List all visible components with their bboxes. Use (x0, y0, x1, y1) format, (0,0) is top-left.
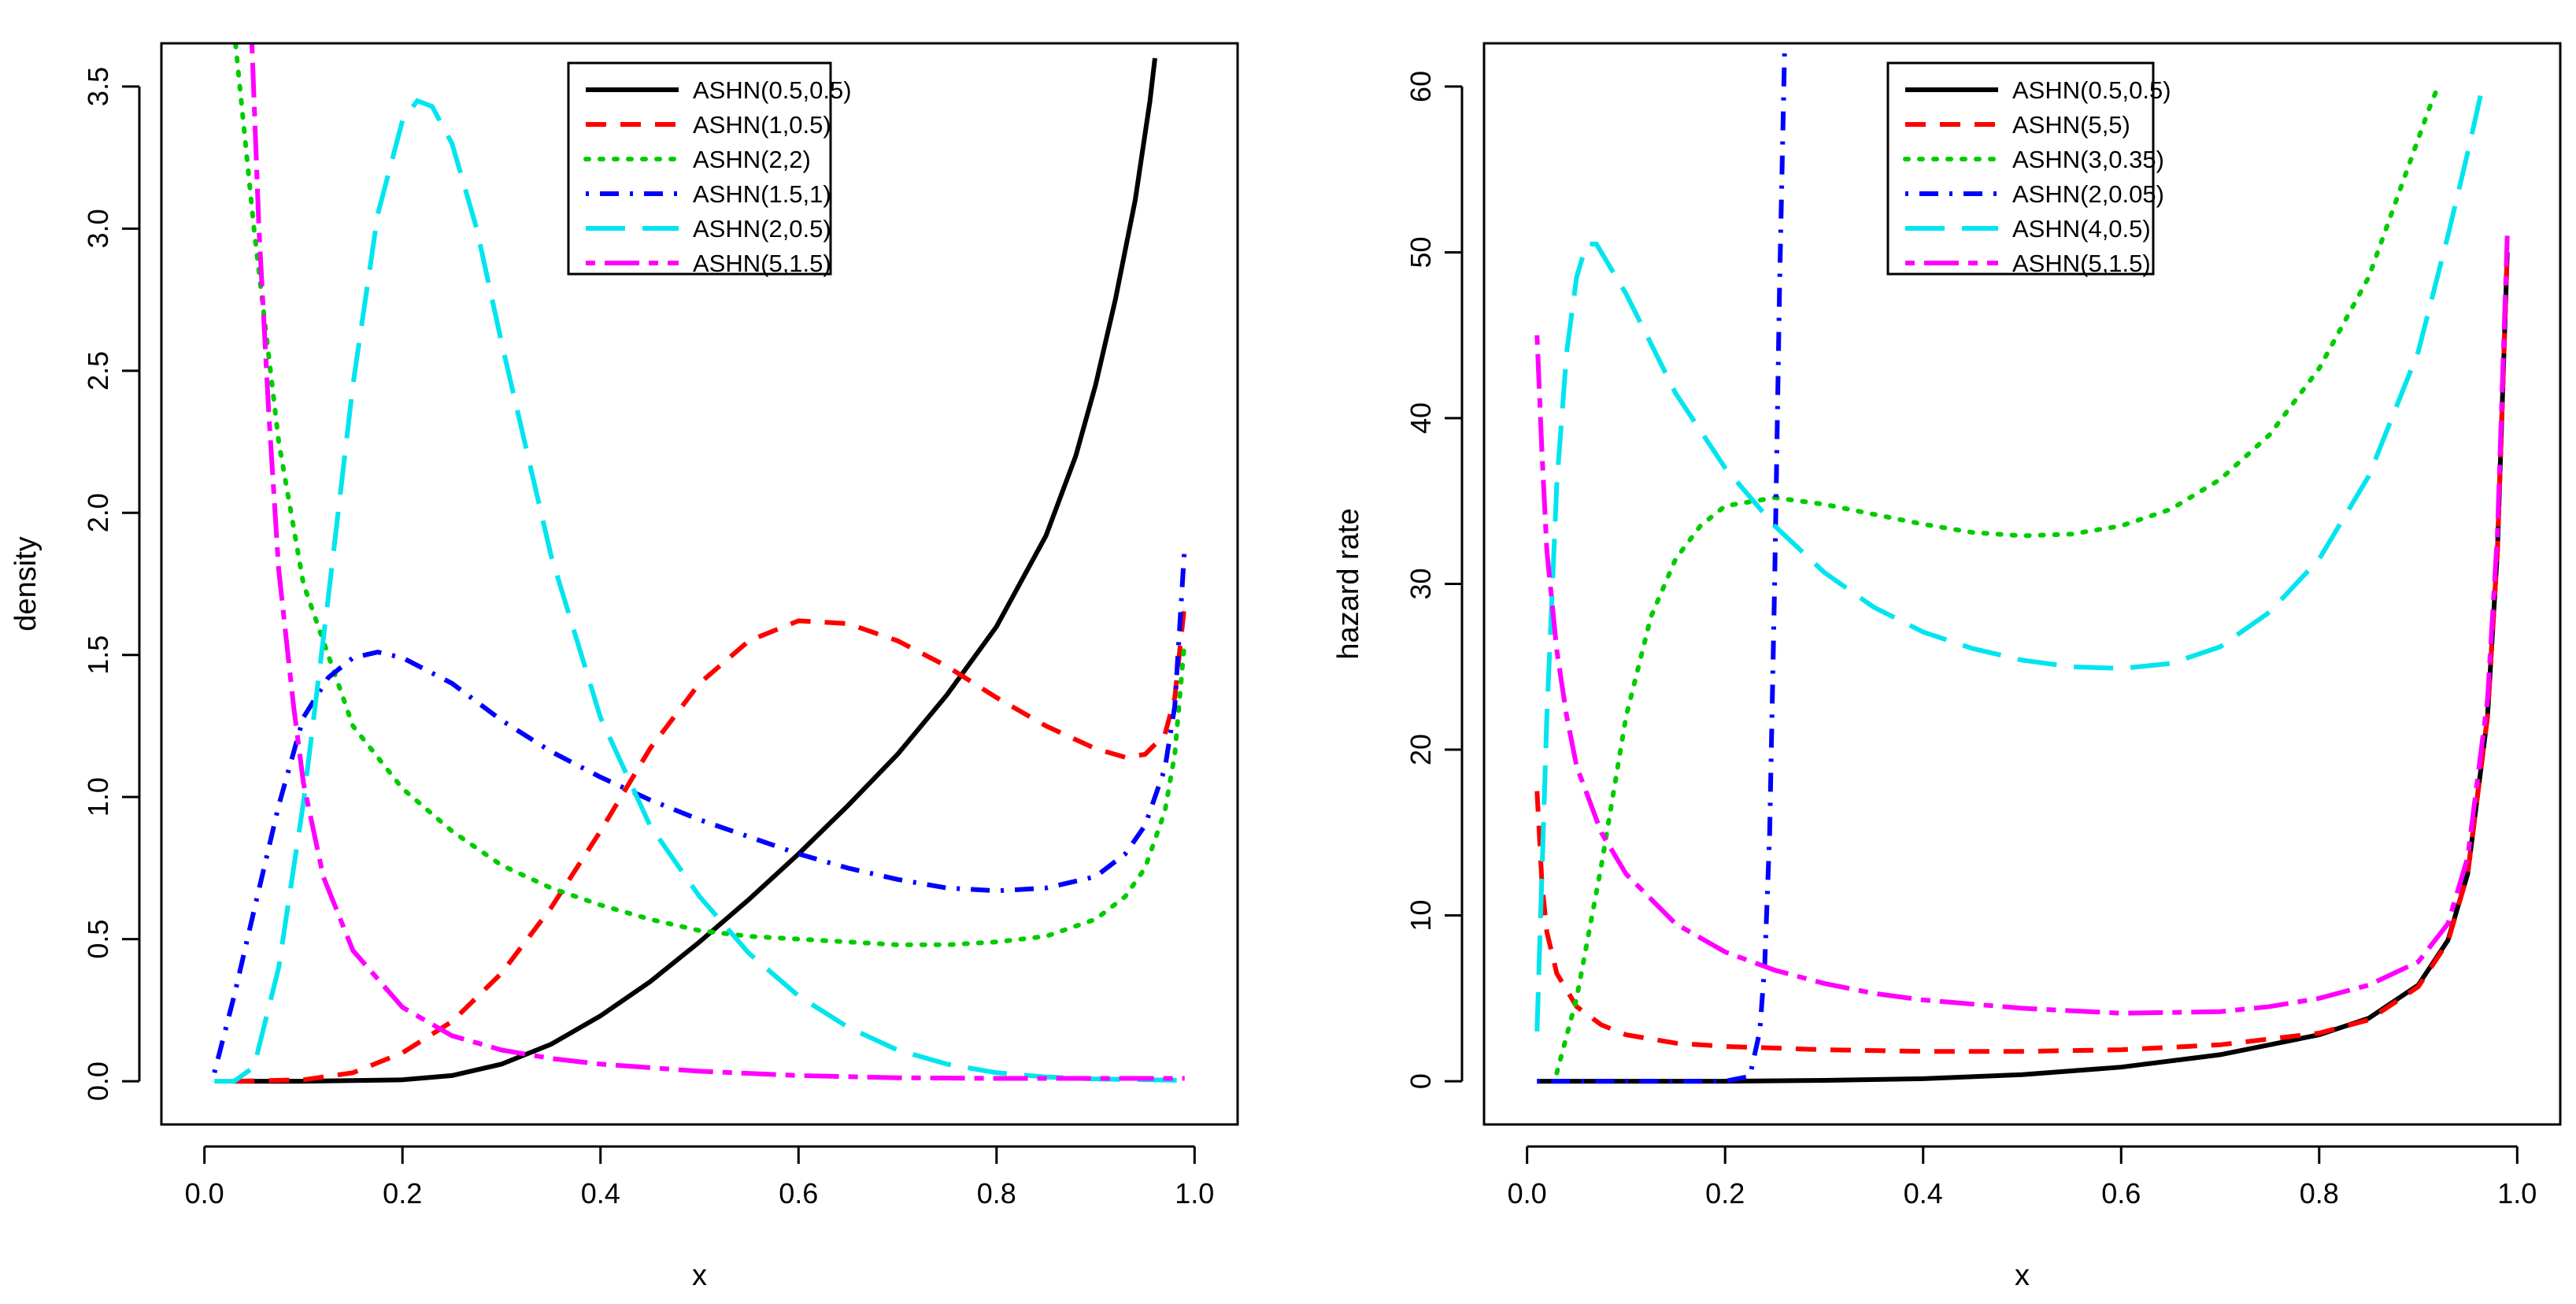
series-line-1 (1534, 252, 2510, 1054)
series-line-2 (233, 43, 1187, 947)
legend-label-2: ASHN(2,2) (693, 146, 811, 173)
series-line-2 (1554, 83, 2441, 1076)
y-axis-label: hazard rate (1332, 508, 1365, 659)
x-axis-label: x (2015, 1259, 2030, 1292)
x-tick-label: 0.8 (2300, 1177, 2339, 1210)
legend: ASHN(0.5,0.5) ASHN(5,5) ASHN(3,0.35) ASHN(2… (1886, 61, 2171, 277)
x-tick-label: 0.4 (581, 1177, 620, 1210)
y-tick-label: 1.0 (82, 777, 114, 817)
x-tick-label: 1.0 (2497, 1177, 2537, 1210)
x-tick-label: 1.0 (1175, 1177, 1214, 1210)
x-tick-label: 0.2 (1705, 1177, 1745, 1210)
legend-label-5: ASHN(5,1.5) (2012, 250, 2151, 277)
series-line-1 (234, 603, 1187, 1084)
y-axis-label: density (9, 536, 43, 631)
series-line-3 (1537, 53, 1787, 1084)
y-tick-label: 1.5 (82, 635, 114, 675)
plot-frame (1482, 42, 2562, 1126)
x-tick-label: 0.2 (383, 1177, 422, 1210)
y-tick-label: 30 (1405, 568, 1437, 599)
series-group (212, 43, 1187, 1084)
legend-label-4: ASHN(4,0.5) (2012, 215, 2151, 243)
legend-label-2: ASHN(3,0.35) (2012, 146, 2164, 173)
plot-frame (160, 42, 1239, 1126)
x-tick-label: 0.0 (185, 1177, 224, 1210)
series-line-5 (250, 43, 1185, 1081)
series-line-0 (1537, 252, 2510, 1084)
legend-box (567, 61, 832, 276)
legend-label-3: ASHN(2,0.05) (2012, 180, 2164, 208)
y-tick-label: 60 (1405, 71, 1437, 102)
y-tick-label: 40 (1405, 402, 1437, 434)
x-axis: 0.0 0.2 0.4 0.6 0.8 1.0 x (185, 1145, 1214, 1292)
series-line-5 (1534, 235, 2510, 1016)
x-tick-label: 0.4 (1904, 1177, 1943, 1210)
y-axis: 0 10 20 30 40 50 60 hazard rate (1332, 71, 1464, 1089)
y-tick-label: 20 (1405, 734, 1437, 765)
y-tick-label: 0.0 (82, 1061, 114, 1101)
y-tick-label: 2.0 (82, 493, 114, 532)
series-line-3 (212, 546, 1187, 1074)
legend-label-1: ASHN(1,0.5) (693, 111, 831, 139)
y-axis: 0.0 0.5 1.0 1.5 2.0 2.5 3.0 3.5 density (9, 67, 141, 1101)
y-tick-label: 10 (1405, 900, 1437, 932)
series-line-0 (234, 57, 1157, 1084)
y-tick-label: 0.5 (82, 920, 114, 959)
x-tick-label: 0.0 (1508, 1177, 1547, 1210)
legend-box (1886, 61, 2155, 276)
hazard-rate-panel: 0.0 0.2 0.4 0.6 0.8 1.0 x 0 10 20 30 40 50 60 hazard r… (1332, 42, 2562, 1292)
x-tick-label: 0.6 (779, 1177, 818, 1210)
legend-label-3: ASHN(1.5,1) (693, 180, 831, 208)
x-tick-label: 0.6 (2101, 1177, 2141, 1210)
y-tick-label: 3.5 (82, 67, 114, 106)
legend-label-1: ASHN(5,5) (2012, 111, 2130, 139)
series-line-4 (214, 98, 1185, 1084)
x-axis: 0.0 0.2 0.4 0.6 0.8 1.0 x (1508, 1145, 2537, 1292)
y-tick-label: 0 (1405, 1073, 1437, 1089)
legend-label-4: ASHN(2,0.5) (693, 215, 831, 243)
x-tick-label: 0.8 (977, 1177, 1016, 1210)
legend-label-0: ASHN(0.5,0.5) (693, 76, 852, 104)
legend-label-5: ASHN(5,1.5) (693, 250, 831, 277)
series-line-4 (1534, 86, 2485, 1032)
y-tick-label: 3.0 (82, 209, 114, 248)
series-group (1534, 53, 2510, 1084)
legend-label-0: ASHN(0.5,0.5) (2012, 76, 2171, 104)
y-tick-label: 50 (1405, 236, 1437, 268)
density-panel: 0.0 0.2 0.4 0.6 0.8 1.0 x 0.0 0.5 1.0 1.5 2.0 2.5 3.0… (9, 42, 1239, 1292)
legend: ASHN(0.5,0.5) ASHN(1,0.5) ASHN(2,2) ASHN(1.… (567, 61, 852, 277)
x-axis-label: x (692, 1259, 707, 1292)
y-tick-label: 2.5 (82, 351, 114, 391)
